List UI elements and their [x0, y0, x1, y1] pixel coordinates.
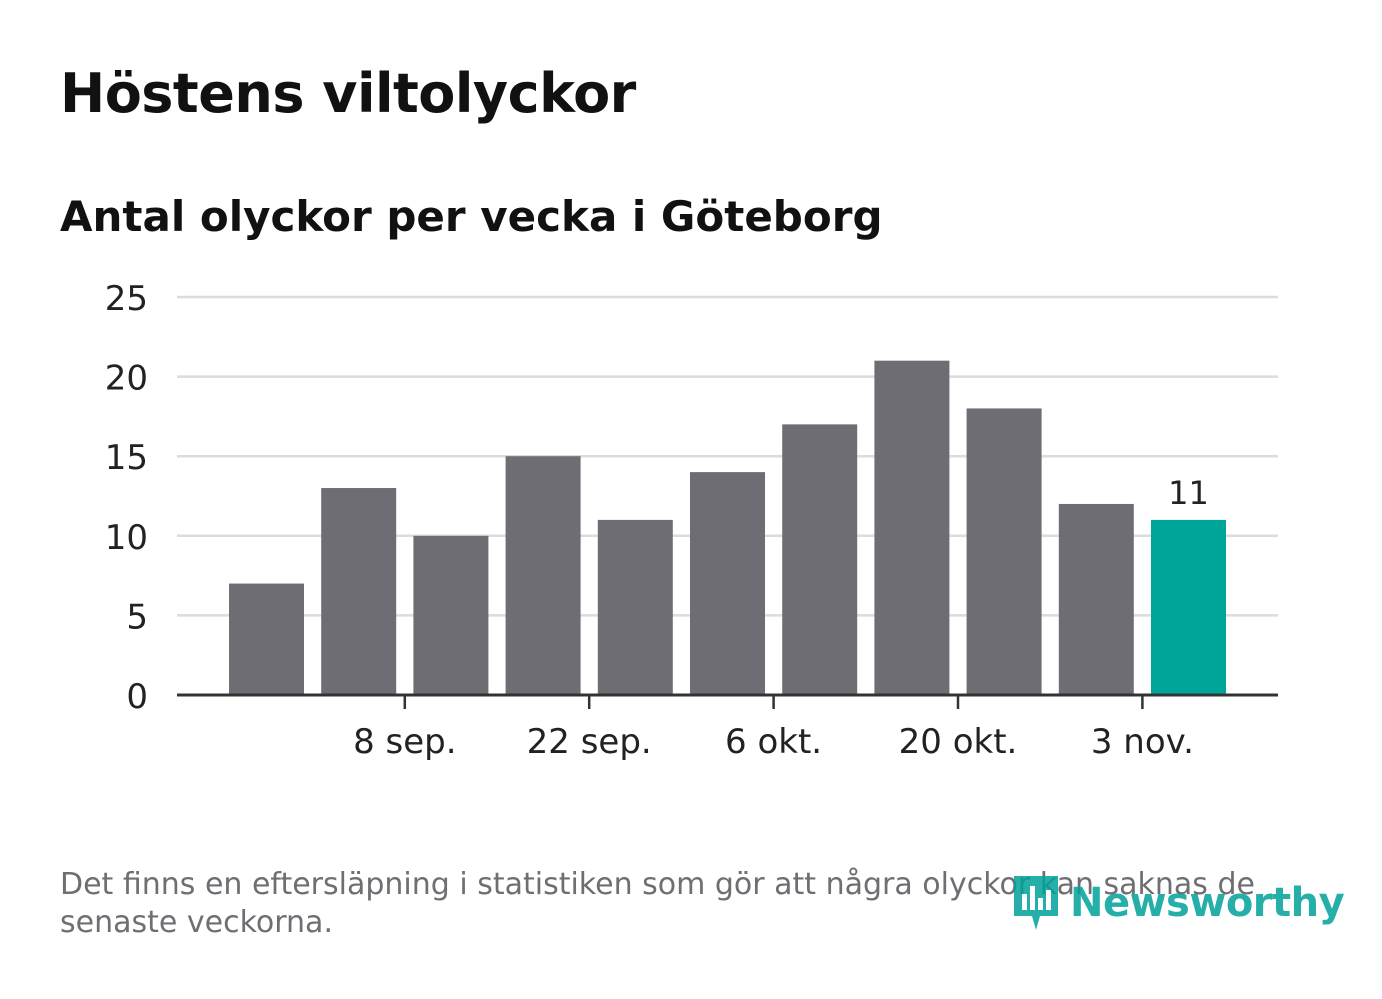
- bar: [966, 408, 1042, 695]
- y-tick-label: 5: [126, 597, 148, 637]
- bar: [597, 519, 673, 695]
- data-labels: 11: [1168, 474, 1209, 512]
- x-tick-label: 6 okt.: [725, 722, 822, 762]
- y-tick-label: 10: [105, 518, 148, 558]
- y-tick-label: 25: [105, 279, 148, 319]
- x-tick-label: 3 nov.: [1091, 722, 1194, 762]
- bar: [505, 456, 581, 695]
- x-tick-label: 22 sep.: [527, 722, 652, 762]
- y-tick-label: 0: [126, 677, 148, 717]
- y-axis-ticks: 0 5 10 15 20 25: [105, 279, 148, 717]
- bar: [1058, 503, 1134, 695]
- x-tick-label: 20 okt.: [899, 722, 1018, 762]
- x-axis-ticks: 8 sep. 22 sep. 6 okt. 20 okt. 3 nov.: [353, 695, 1194, 762]
- x-tick-label: 8 sep.: [353, 722, 456, 762]
- bar: [874, 360, 950, 695]
- chart-subtitle: Antal olyckor per vecka i Göteborg: [60, 192, 883, 241]
- bars: [229, 360, 1226, 695]
- bar: [690, 472, 765, 695]
- newsworthy-logo: Newsworthy: [1010, 872, 1345, 934]
- bar-highlighted: [1151, 519, 1226, 695]
- y-tick-label: 20: [105, 359, 148, 399]
- newsworthy-logo-icon: [1014, 876, 1058, 930]
- chart-title: Höstens viltolyckor: [60, 62, 636, 125]
- bar: [782, 424, 858, 695]
- y-tick-label: 15: [105, 438, 148, 478]
- data-label: 11: [1168, 474, 1209, 512]
- bar: [321, 488, 397, 695]
- bar: [229, 583, 304, 695]
- bar: [413, 535, 489, 695]
- bar-chart: 0 5 10 15 20 25 11 8 sep. 22 sep. 6 okt. 20 okt.…: [105, 279, 1278, 762]
- newsworthy-logo-text: Newsworthy: [1070, 880, 1345, 926]
